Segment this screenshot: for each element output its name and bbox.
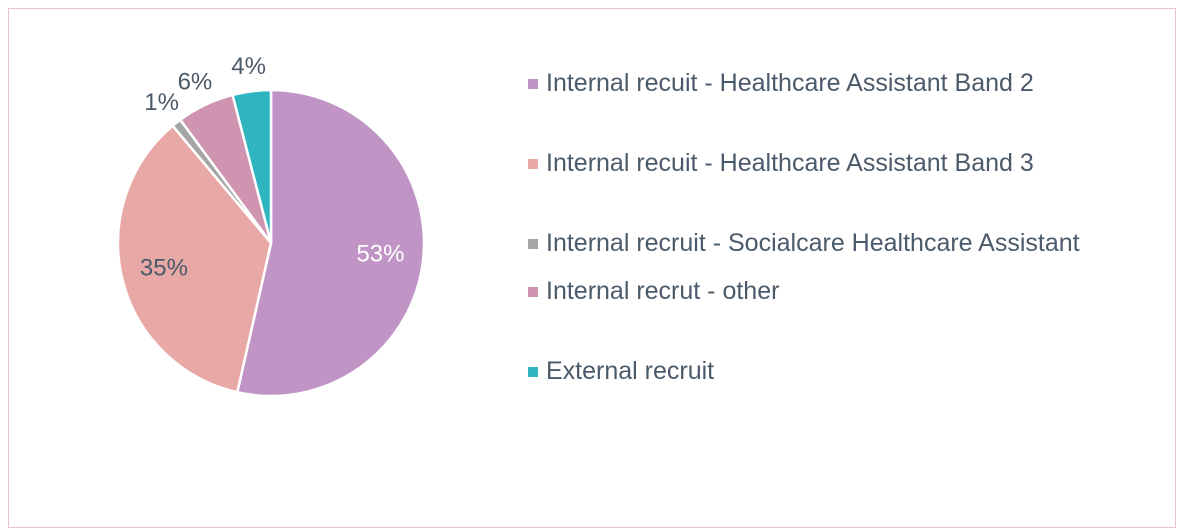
legend-item: Internal recruit - Socialcare Healthcare… xyxy=(528,226,1148,260)
legend-label: Internal recrut - other xyxy=(546,277,780,305)
data-label: 1% xyxy=(144,89,179,116)
legend-label: Internal recuit - Healthcare Assistant B… xyxy=(546,149,1034,177)
pie-slice xyxy=(116,124,273,394)
legend-swatch xyxy=(528,79,538,89)
legend: Internal recuit - Healthcare Assistant B… xyxy=(528,66,1148,434)
legend-label: External recruit xyxy=(546,357,715,385)
data-label: 35% xyxy=(140,254,188,281)
legend-item: External recruit xyxy=(528,354,1148,388)
legend-swatch xyxy=(528,287,538,297)
chart: 53% 35% 1%6% 4% xyxy=(116,53,426,398)
data-label: 53% xyxy=(356,241,404,268)
legend-label: Internal recruit - Socialcare Healthcare… xyxy=(546,229,1080,257)
legend-swatch xyxy=(528,159,538,169)
legend-item: Internal recrut - other xyxy=(528,274,1148,308)
legend-swatch xyxy=(528,367,538,377)
legend-item: Internal recuit - Healthcare Assistant B… xyxy=(528,66,1148,100)
legend-item: Internal recuit - Healthcare Assistant B… xyxy=(528,146,1148,180)
legend-swatch xyxy=(528,239,538,249)
legend-label: Internal recuit - Healthcare Assistant B… xyxy=(546,69,1034,97)
data-label: 4% xyxy=(231,53,266,80)
pie-slice xyxy=(235,88,426,398)
pie-slice xyxy=(231,88,273,244)
data-label: 6% xyxy=(178,69,213,96)
